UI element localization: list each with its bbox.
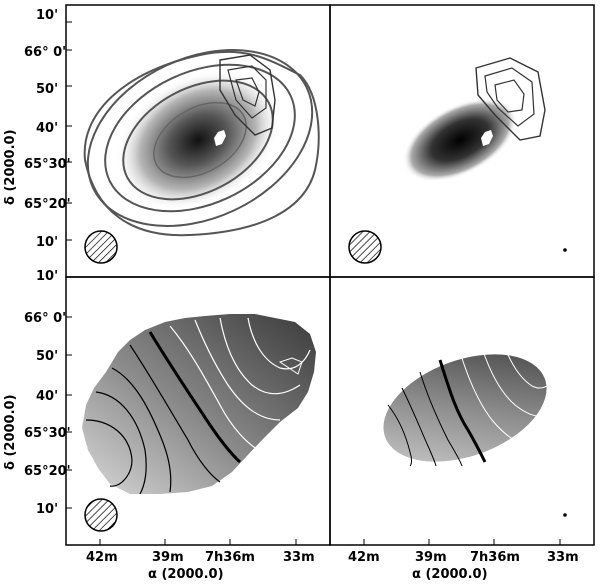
x-axis-title-left: α (2000.0): [148, 567, 224, 582]
y-tick: 40': [36, 389, 58, 404]
y-tick: 10': [36, 8, 58, 23]
y-tick: 66° 0': [24, 311, 66, 326]
x-axis-title-right: α (2000.0): [412, 567, 488, 582]
x-tick: 39m: [152, 550, 184, 565]
x-tick: 7h36m: [470, 550, 520, 565]
y-tick: 10': [36, 235, 58, 250]
y-tick: 50': [36, 349, 58, 364]
y-tick: 50': [36, 82, 58, 97]
panel-bottom-right: [383, 347, 567, 517]
y-tick: 40': [36, 121, 58, 136]
panel-top-right: [348, 57, 567, 264]
x-tick: 7h36m: [205, 550, 255, 565]
x-tick: 42m: [86, 550, 118, 565]
y-axis-bottom: 66° 0' 50' 40' 65°30' 65°20' 10': [24, 311, 71, 517]
y-tick: 65°20': [24, 464, 71, 479]
x-tick: 42m: [348, 550, 380, 565]
y-tick: 65°30': [24, 157, 71, 172]
panel-bottom-left: [82, 314, 316, 532]
x-tick: 33m: [547, 550, 579, 565]
y-axis-title-bottom: δ (2000.0): [3, 394, 18, 470]
y-tick: 65°30': [24, 426, 71, 441]
y-tick: 65°20': [24, 197, 71, 212]
y-axis-title-top: δ (2000.0): [3, 129, 18, 205]
y-tick: 66° 0': [24, 45, 66, 60]
x-tick: 33m: [283, 550, 315, 565]
y-axis-top: 10' 66° 0' 50' 40' 65°30' 65°20' 10' 10': [24, 8, 71, 284]
x-tick: 39m: [415, 550, 447, 565]
x-axis-right: 42m 39m 7h36m 33m: [348, 550, 579, 565]
tick-marks: [66, 21, 561, 545]
panel-top-left: [83, 49, 320, 264]
y-tick: 10': [36, 502, 58, 517]
x-axis-left: 42m 39m 7h36m 33m: [86, 550, 315, 565]
y-tick: 10': [36, 269, 58, 284]
